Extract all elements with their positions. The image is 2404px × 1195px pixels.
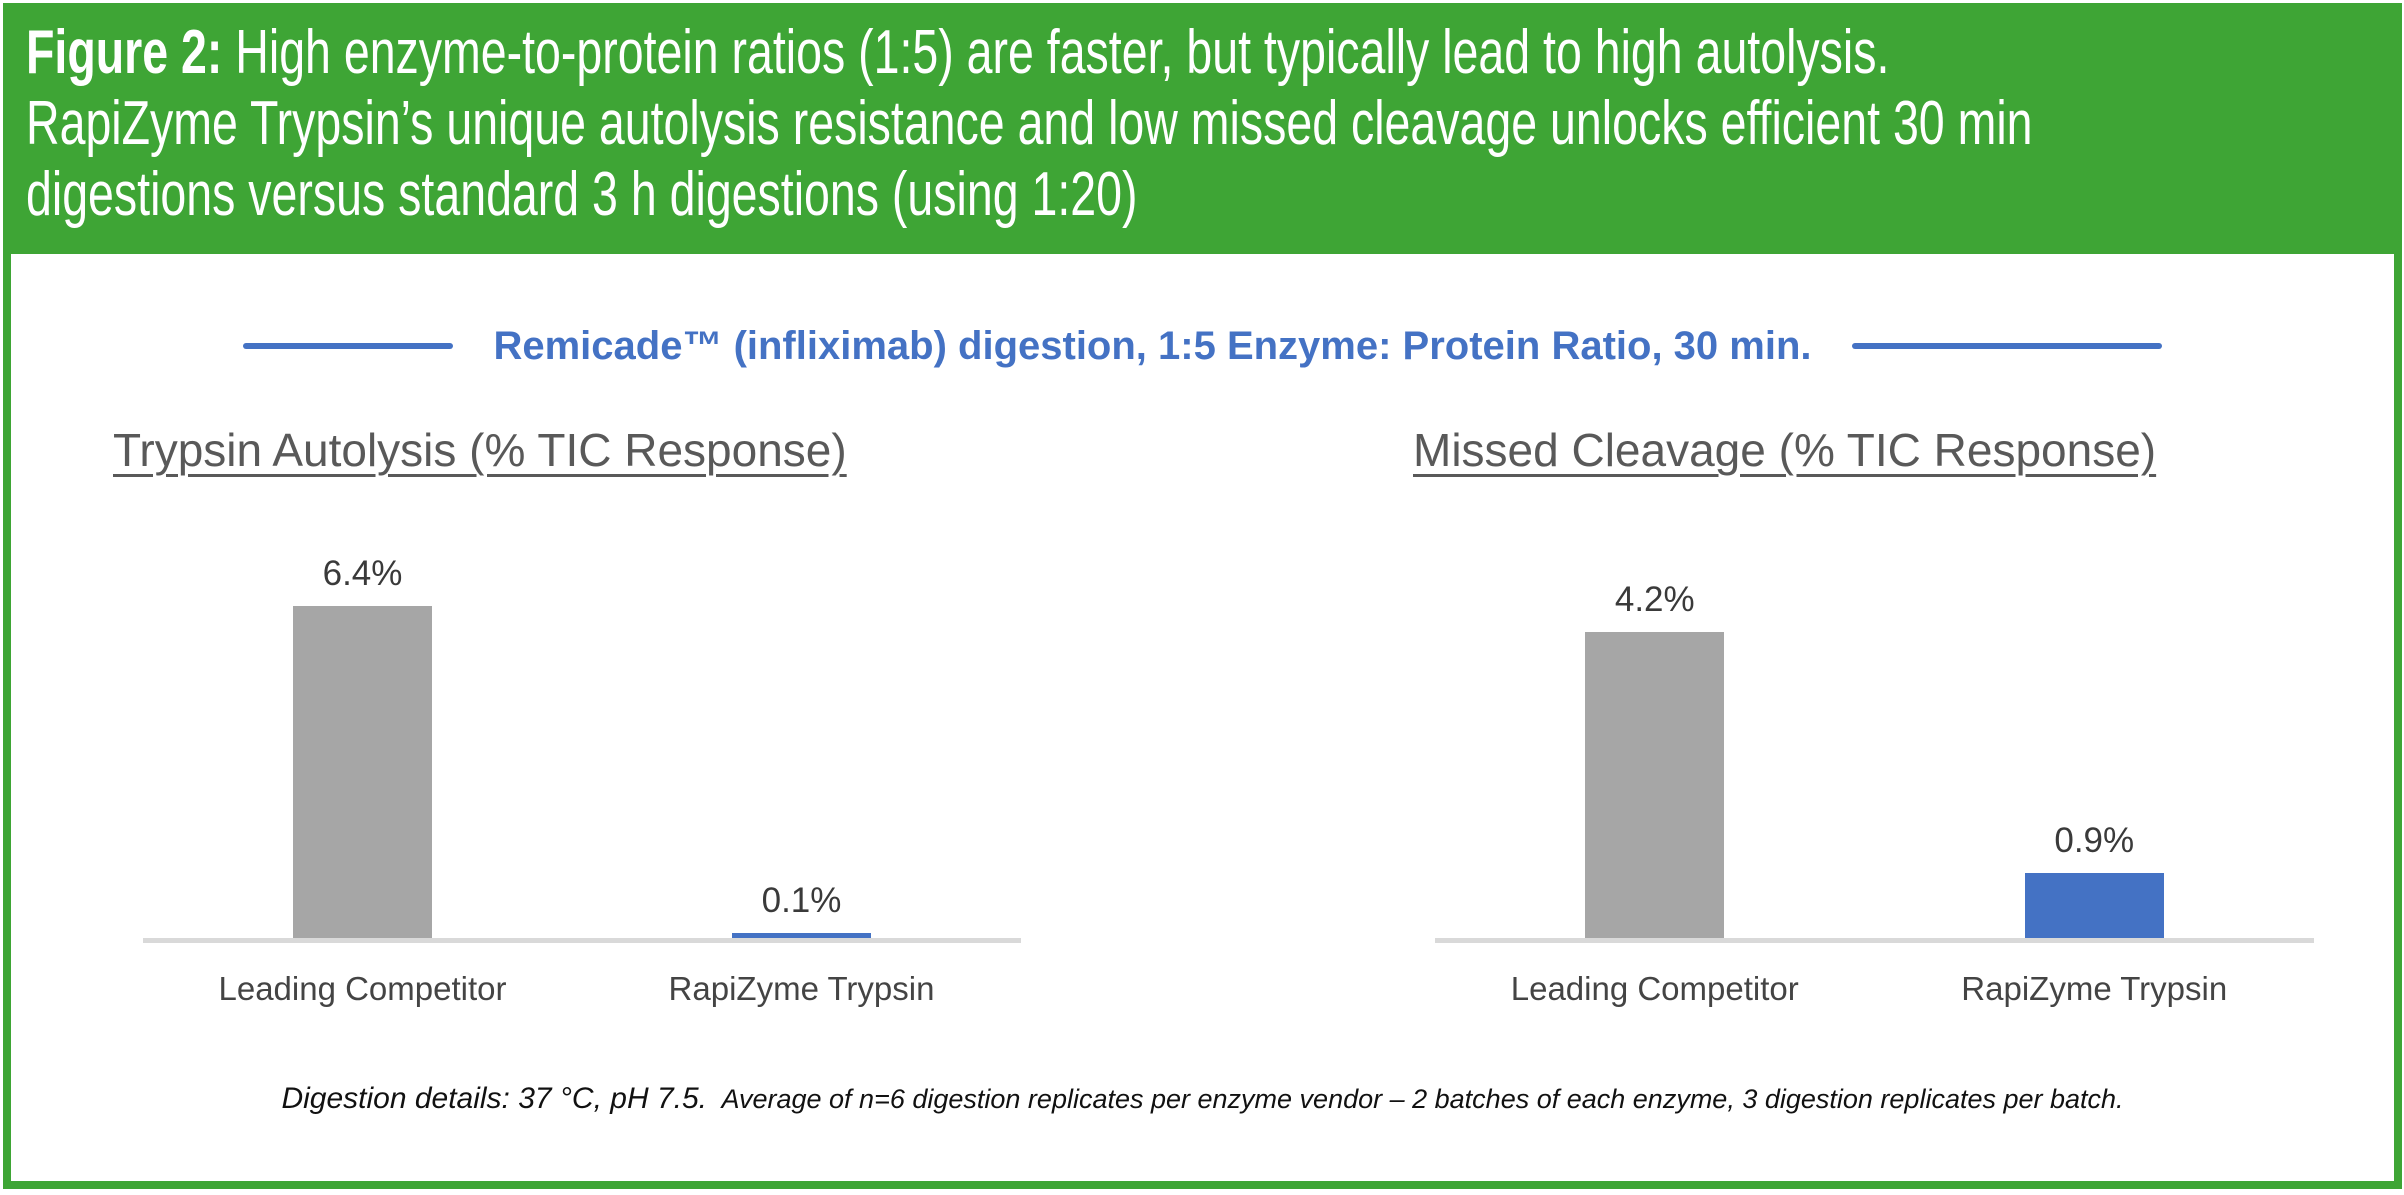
bar-column: 0.9% [1875, 601, 2315, 938]
main-title-row: Remicade™ (infliximab) digestion, 1:5 En… [11, 322, 2394, 370]
main-title: Remicade™ (infliximab) digestion, 1:5 En… [493, 324, 1812, 368]
chart-title-missed-cleavage: Missed Cleavage (% TIC Response) [1413, 424, 2157, 476]
category-label-leading-competitor: Leading Competitor [218, 970, 507, 1007]
figure-caption-banner: Figure 2: High enzyme-to-protein ratios … [11, 11, 2394, 254]
bar-chart-missed-cleavage: 4.2% 0.9% [1435, 580, 2315, 943]
category-label-rapizyme-trypsin: RapiZyme Trypsin [668, 970, 935, 1007]
caption-line-1-text: High enzyme-to-protein ratios (1:5) are … [222, 18, 1890, 87]
bar-column: 0.1% [582, 601, 1021, 938]
figure-2-panel: Figure 2: High enzyme-to-protein ratios … [3, 3, 2402, 1189]
value-label: 4.2% [1614, 580, 1695, 620]
figure-body: Remicade™ (infliximab) digestion, 1:5 En… [11, 254, 2394, 1181]
bar-chart-trypsin-autolysis: 6.4% 0.1% [143, 554, 1021, 943]
caption-line-3: digestions versus standard 3 h digestion… [26, 160, 1138, 229]
bar-column: 4.2% [1435, 580, 1875, 938]
category-label-rapizyme-trypsin: RapiZyme Trypsin [1961, 970, 2228, 1007]
value-label: 6.4% [322, 554, 403, 594]
figure-number-label: Figure 2: [26, 18, 223, 87]
category-label-leading-competitor: Leading Competitor [1510, 970, 1799, 1007]
category-axis-labels: Leading Competitor RapiZyme Trypsin [143, 970, 1021, 1008]
bar-column: 6.4% [143, 554, 582, 938]
chart-title-trypsin-autolysis: Trypsin Autolysis (% TIC Response) [113, 424, 847, 476]
caption-line-1: Figure 2: High enzyme-to-protein ratios … [26, 17, 1889, 88]
bar-rapizyme-trypsin [732, 932, 871, 938]
bar-leading-competitor [293, 606, 432, 938]
value-label: 0.9% [2054, 820, 2135, 860]
bar-leading-competitor [1585, 632, 1725, 938]
digestion-details-note: Digestion details: 37 °C, pH 7.5. Averag… [11, 1082, 2394, 1116]
value-label: 0.1% [761, 880, 842, 920]
digestion-details-prefix: Digestion details: 37 °C, pH 7.5. [281, 1082, 707, 1115]
category-axis-labels: Leading Competitor RapiZyme Trypsin [1435, 970, 2314, 1008]
title-rule-left [243, 343, 454, 349]
digestion-details-rest: Average of n=6 digestion replicates per … [721, 1084, 2124, 1114]
caption-line-2: RapiZyme Trypsin’s unique autolysis resi… [26, 89, 2033, 158]
title-rule-right [1851, 343, 2162, 349]
bar-rapizyme-trypsin [2024, 872, 2164, 938]
